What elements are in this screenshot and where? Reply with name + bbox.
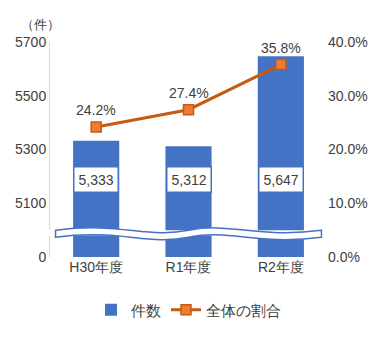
svg-text:件数: 件数 <box>131 302 161 319</box>
svg-text:30.0%: 30.0% <box>328 88 368 104</box>
svg-text:R1年度: R1年度 <box>166 259 212 275</box>
svg-text:0: 0 <box>38 249 46 265</box>
svg-text:27.4%: 27.4% <box>169 85 209 101</box>
svg-text:5700: 5700 <box>15 34 46 50</box>
svg-text:10.0%: 10.0% <box>328 195 368 211</box>
svg-text:20.0%: 20.0% <box>328 141 368 157</box>
svg-text:0.0%: 0.0% <box>328 249 360 265</box>
svg-text:5,647: 5,647 <box>264 172 299 188</box>
svg-text:H30年度: H30年度 <box>69 259 123 275</box>
svg-text:5,312: 5,312 <box>172 172 207 188</box>
svg-text:（件）: （件） <box>21 17 60 32</box>
svg-text:5,333: 5,333 <box>79 172 114 188</box>
svg-text:5100: 5100 <box>15 195 46 211</box>
svg-text:35.8%: 35.8% <box>261 40 301 56</box>
svg-text:5500: 5500 <box>15 88 46 104</box>
svg-text:R2年度: R2年度 <box>258 259 304 275</box>
svg-text:全体の割合: 全体の割合 <box>206 302 281 319</box>
svg-text:24.2%: 24.2% <box>76 102 116 118</box>
svg-text:5300: 5300 <box>15 141 46 157</box>
svg-text:40.0%: 40.0% <box>328 34 368 50</box>
